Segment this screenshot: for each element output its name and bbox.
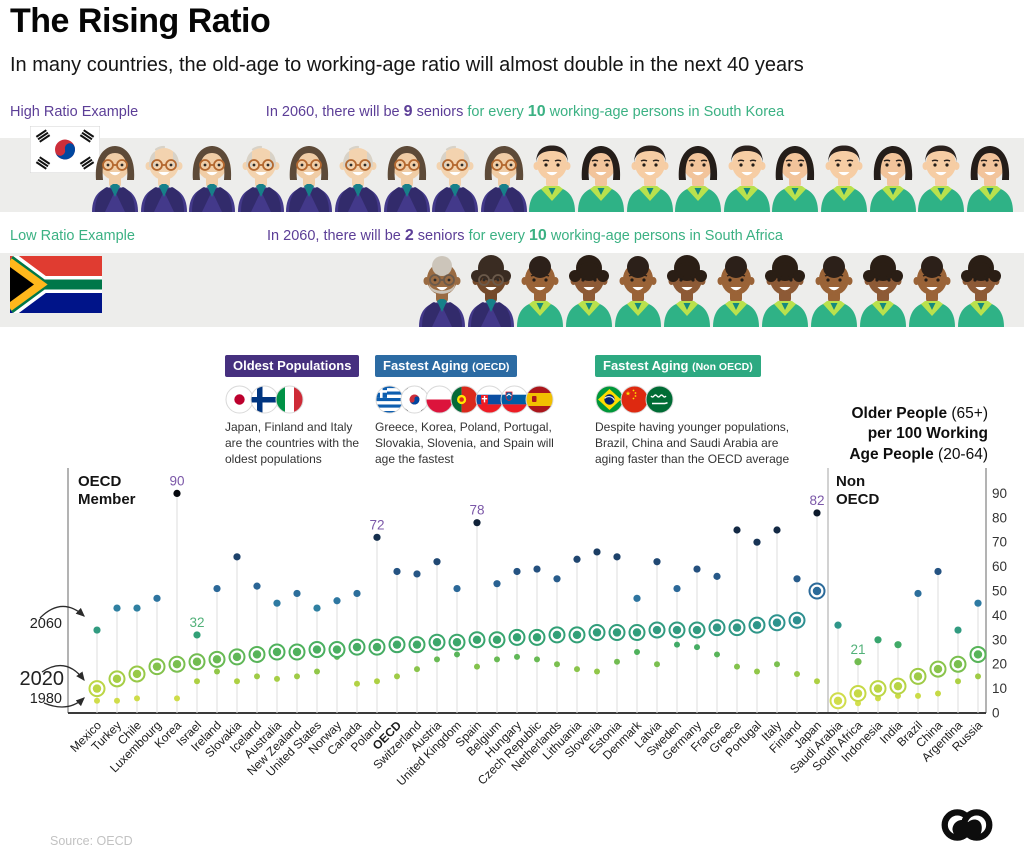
caption-part: for every xyxy=(467,104,528,120)
page-title: The Rising Ratio xyxy=(10,2,271,40)
flag-slovakia-icon xyxy=(475,385,504,414)
high-ratio-band xyxy=(0,125,1024,212)
svg-text:21: 21 xyxy=(850,642,865,657)
svg-text:90: 90 xyxy=(169,473,184,488)
legend-body-text: Despite having younger populations, Braz… xyxy=(595,420,790,466)
flag-finland-icon xyxy=(250,385,279,414)
seniors-count: 2 xyxy=(404,227,414,244)
flag-korea-icon xyxy=(400,385,429,414)
flag-japan-icon xyxy=(225,385,254,414)
workers-count: 10 xyxy=(527,103,546,120)
high-ratio-caption: In 2060, there will be 9 seniors for eve… xyxy=(225,103,825,121)
caption-part: for every xyxy=(468,228,530,244)
svg-text:72: 72 xyxy=(369,517,384,532)
flag-greece-icon xyxy=(375,385,404,414)
legend-body-text: Greece, Korea, Poland, Portugal, Slovaki… xyxy=(375,420,554,466)
svg-text:60: 60 xyxy=(992,559,1007,574)
workers-count: 10 xyxy=(529,227,547,244)
low-ratio-band xyxy=(0,253,1024,327)
svg-text:70: 70 xyxy=(992,535,1007,550)
south-korea-flag-icon xyxy=(29,125,101,178)
legend-header: Oldest Populations xyxy=(225,355,360,377)
right-axis-title: Older People (65+) per 100 Working Age P… xyxy=(849,405,988,463)
legend-card-fastest-aging-oecd: Fastest Aging (OECD) Greece, Korea, Pola… xyxy=(375,355,570,467)
ratio-chart: 0 10 20 30 40 50 60 70 80 90 OECD Member Non OECD 2060… xyxy=(0,460,1024,800)
low-ratio-caption: In 2060, there will be 2 seniors for eve… xyxy=(225,227,825,245)
svg-text:40: 40 xyxy=(992,608,1007,623)
svg-text:20: 20 xyxy=(992,657,1007,672)
caption-part: working-age persons in South Africa xyxy=(546,228,783,244)
legend-body-text: Japan, Finland and Italy are the countri… xyxy=(225,420,360,466)
svg-text:32: 32 xyxy=(189,615,204,630)
svg-text:50: 50 xyxy=(992,584,1007,599)
visual-capitalist-logo-icon xyxy=(936,793,998,860)
svg-text:0: 0 xyxy=(992,706,1000,721)
high-ratio-label: High Ratio Example xyxy=(10,104,139,120)
legend-card-oldest-populations: Oldest Populations Japan, Finland and It… xyxy=(225,355,365,467)
svg-text:2060: 2060 xyxy=(30,616,62,632)
svg-text:78: 78 xyxy=(469,503,484,518)
legend-flags xyxy=(375,385,570,415)
page-subtitle: In many countries, the old-age to workin… xyxy=(10,54,804,76)
svg-text:30: 30 xyxy=(992,632,1007,647)
flag-spain-icon xyxy=(525,385,554,414)
south-africa-flag-icon xyxy=(4,253,102,318)
svg-text:80: 80 xyxy=(992,510,1007,525)
caption-part: In 2060, there will be xyxy=(265,104,404,120)
svg-text:1980: 1980 xyxy=(30,691,62,707)
low-ratio-label: Low Ratio Example xyxy=(10,228,135,244)
flag-brazil-icon xyxy=(595,385,624,414)
legend-flags xyxy=(225,385,365,415)
caption-part: working-age persons in South Korea xyxy=(545,104,785,120)
legend-card-fastest-aging-non-oecd: Fastest Aging (Non OECD) Despite having … xyxy=(595,355,795,467)
flag-slovenia-icon xyxy=(500,385,529,414)
flag-italy-icon xyxy=(275,385,304,414)
caption-part: seniors xyxy=(412,104,468,120)
svg-text:90: 90 xyxy=(992,486,1007,501)
caption-part: In 2060, there will be xyxy=(267,228,405,244)
svg-text:OECD: OECD xyxy=(78,473,122,490)
legend-flags xyxy=(595,385,795,415)
caption-part: seniors xyxy=(413,228,469,244)
source-text: Source: OECD xyxy=(50,834,133,848)
flag-saudi-arabia-icon xyxy=(645,385,674,414)
svg-text:Non: Non xyxy=(836,473,865,490)
legend-header: Fastest Aging (Non OECD) xyxy=(595,355,761,377)
seniors-count: 9 xyxy=(403,103,413,120)
svg-text:82: 82 xyxy=(809,493,824,508)
svg-text:10: 10 xyxy=(992,681,1007,696)
svg-text:2020: 2020 xyxy=(20,668,65,690)
legend-header: Fastest Aging (OECD) xyxy=(375,355,518,377)
svg-text:Member: Member xyxy=(78,491,136,508)
svg-text:OECD: OECD xyxy=(836,491,880,508)
